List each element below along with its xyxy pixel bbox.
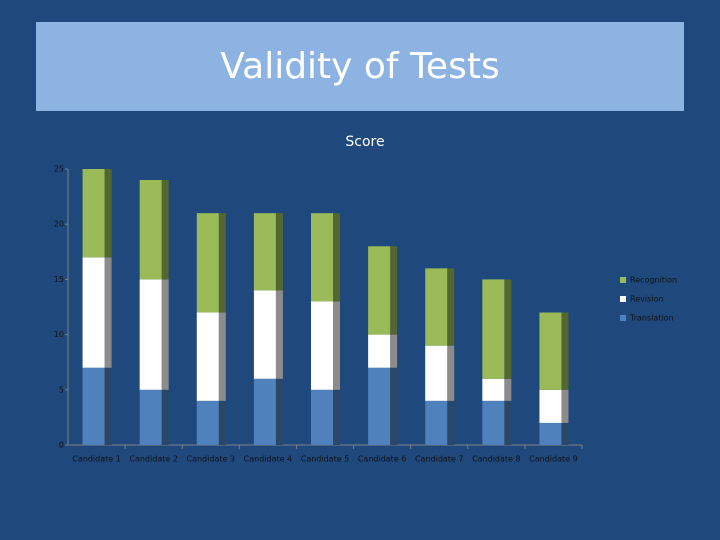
bar-side [447, 345, 455, 401]
y-tick-label: 0 [59, 441, 64, 450]
bar-side [447, 268, 455, 346]
bar-side [161, 279, 169, 390]
bar [368, 334, 391, 368]
x-tick-label: Candidate 5 [301, 455, 350, 464]
bar-side [504, 279, 512, 379]
bar-side [218, 400, 226, 445]
bar-side [561, 389, 569, 423]
bar-side [275, 213, 283, 291]
bar [311, 301, 333, 390]
x-tick-label: Candidate 2 [129, 455, 178, 464]
x-tick-label: Candidate 7 [415, 455, 464, 464]
bar [196, 400, 219, 445]
bar-side [333, 213, 340, 302]
bar [482, 378, 505, 401]
bar [425, 345, 448, 401]
x-tick-label: Candidate 9 [529, 455, 578, 464]
bar-side [161, 180, 169, 280]
bar [311, 213, 333, 302]
bar-side [333, 389, 340, 445]
bar [482, 279, 505, 379]
bar-side [390, 334, 398, 368]
legend-label: Recognition [630, 276, 677, 285]
bar [539, 422, 562, 445]
bar-side [561, 422, 569, 445]
y-tick-label: 25 [54, 165, 64, 174]
x-tick-label: Candidate 1 [72, 455, 121, 464]
bar [82, 169, 105, 258]
bar-side [333, 301, 340, 390]
bar-side [275, 290, 283, 379]
bar-side [218, 213, 226, 313]
bar [253, 290, 276, 379]
slide-title: Validity of Tests [220, 46, 499, 87]
bar [425, 400, 448, 445]
bar-side [161, 389, 169, 445]
bar [482, 400, 505, 445]
bar [139, 279, 162, 390]
bar [425, 268, 448, 346]
bar [139, 180, 162, 280]
bar [196, 213, 219, 313]
y-tick-label: 10 [54, 330, 64, 339]
bar-side [447, 400, 455, 445]
title-box [36, 22, 684, 111]
legend-swatch [620, 277, 626, 283]
y-tick-label: 5 [59, 385, 64, 394]
bar [139, 389, 162, 445]
bar [196, 312, 219, 401]
x-tick-label: Candidate 8 [472, 455, 521, 464]
legend-swatch [620, 296, 626, 302]
bar [253, 378, 276, 445]
x-tick-label: Candidate 3 [187, 455, 236, 464]
bar-side [104, 367, 112, 445]
bar [253, 213, 276, 291]
legend-label: Revision [630, 295, 663, 304]
bar-side [275, 378, 283, 445]
bar [311, 389, 333, 445]
bar [82, 257, 105, 368]
legend-label: Translation [629, 314, 674, 323]
bar [368, 246, 391, 335]
legend-swatch [620, 315, 626, 321]
bar [539, 312, 562, 390]
bar-side [504, 400, 512, 445]
bar-side [104, 257, 112, 368]
bar [368, 367, 391, 445]
bar-side [390, 246, 398, 335]
bar-side [561, 312, 569, 390]
bar-side [218, 312, 226, 401]
bar [82, 367, 105, 445]
bar [539, 389, 562, 423]
x-tick-label: Candidate 4 [244, 455, 293, 464]
y-tick-label: 15 [54, 275, 64, 284]
bar-side [104, 169, 112, 258]
x-tick-label: Candidate 6 [358, 455, 407, 464]
bar-side [390, 367, 398, 445]
bar-side [504, 378, 512, 401]
y-tick-label: 20 [54, 220, 64, 229]
chart-title: Score [345, 134, 384, 150]
